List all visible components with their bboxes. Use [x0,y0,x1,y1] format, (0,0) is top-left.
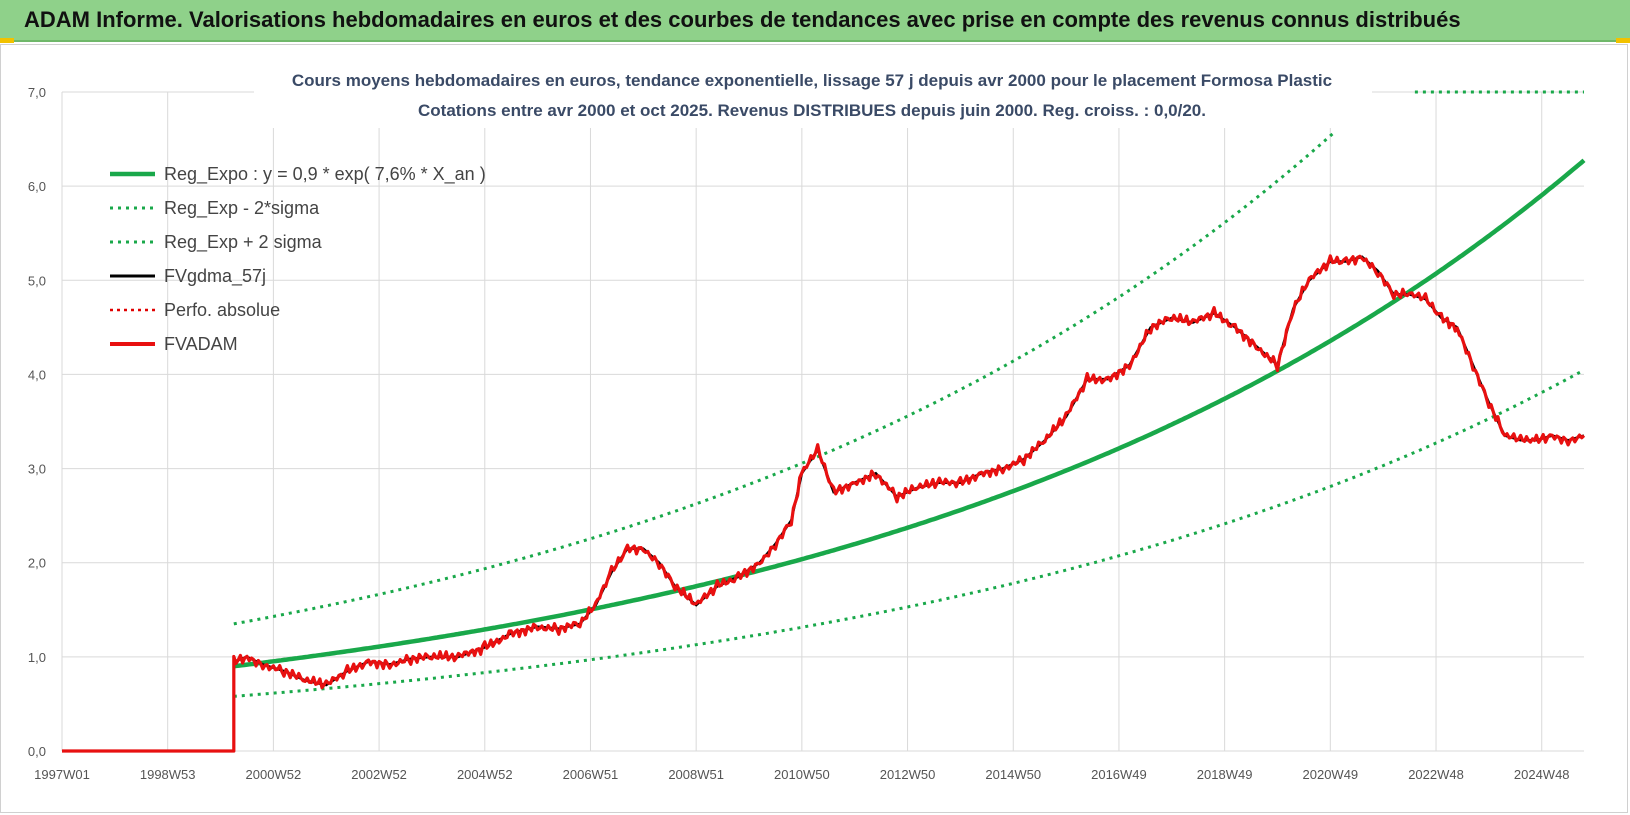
chart-legend: Reg_Expo : y = 0,9 * exp( 7,6% * X_an ) R… [110,164,486,354]
legend-label-sigma_plus: Reg_Exp + 2 sigma [164,232,323,253]
x-tick-label-6: 2008W51 [668,767,724,782]
legend-label-perfo: Perfo. absolue [164,300,280,320]
series-fvadam [62,254,1586,753]
banner-corner-right [1616,38,1630,43]
y-tick-label-5: 5,0 [28,273,46,288]
x-tick-label-13: 2022W48 [1408,767,1464,782]
y-tick-label-7: 7,0 [28,85,46,100]
legend-label-fvadam: FVADAM [164,334,238,354]
y-tick-label-0: 0,0 [28,744,46,759]
legend-label-sigma_minus: Reg_Exp - 2*sigma [164,198,320,219]
x-tick-label-12: 2020W49 [1303,767,1359,782]
y-tick-label-1: 1,0 [28,650,46,665]
x-tick-label-0: 1997W01 [34,767,90,782]
legend-label-reg_expo: Reg_Expo : y = 0,9 * exp( 7,6% * X_an ) [164,164,486,185]
y-axis-ticks: 0,0 1,0 2,0 3,0 4,0 5,0 6,0 7,0 [28,85,46,759]
x-tick-label-10: 2016W49 [1091,767,1147,782]
y-tick-label-4: 4,0 [28,367,46,382]
y-tick-label-3: 3,0 [28,462,46,477]
banner-corner-left [0,38,14,43]
x-axis-ticks: 1997W01 1998W53 2000W52 2002W52 2004W52 2006W… [34,767,1569,782]
chart-title-line1: Cours moyens hebdomadaires en euros, ten… [292,71,1332,90]
x-tick-label-5: 2006W51 [563,767,619,782]
x-tick-label-4: 2004W52 [457,767,513,782]
x-tick-label-1: 1998W53 [140,767,196,782]
title-backdrop [254,66,1372,128]
series-reg-expo [233,158,1586,669]
x-tick-label-8: 2012W50 [880,767,936,782]
chart-title-line2: Cotations entre avr 2000 et oct 2025. Re… [418,101,1206,120]
x-tick-label-3: 2002W52 [351,767,407,782]
y-tick-label-6: 6,0 [28,179,46,194]
series-reg-exp-minus-2sigma [233,368,1585,698]
x-tick-label-7: 2010W50 [774,767,830,782]
chart-gridlines [61,91,1584,752]
chart-frame [0,44,1628,813]
report-banner: ADAM Informe. Valorisations hebdomadaire… [0,0,1630,42]
x-tick-label-2: 2000W52 [246,767,302,782]
series-reg-exp-plus-2sigma [233,129,1337,626]
legend-label-fvgdma: FVgdma_57j [164,266,266,287]
y-tick-label-2: 2,0 [28,556,46,571]
report-banner-title: ADAM Informe. Valorisations hebdomadaire… [24,7,1461,32]
x-tick-label-14: 2024W48 [1514,767,1570,782]
chart-series [62,90,1586,753]
x-tick-label-9: 2014W50 [985,767,1041,782]
x-tick-label-11: 2018W49 [1197,767,1253,782]
